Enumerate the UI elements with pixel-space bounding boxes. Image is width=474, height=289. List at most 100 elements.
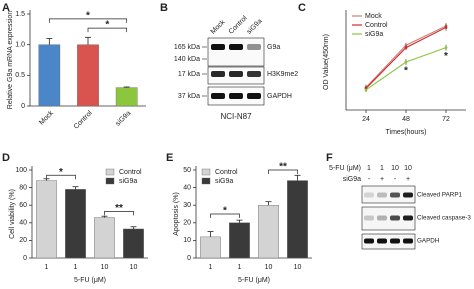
significance-bracket	[104, 211, 134, 216]
legend-label: Mock	[365, 13, 382, 20]
y-tick-label: 60	[19, 202, 27, 209]
significance-label: *	[86, 11, 90, 22]
x-tick-label: 72	[442, 116, 450, 123]
y-tick-label: 20	[183, 220, 191, 227]
blot-frame	[361, 185, 416, 204]
y-tick-label: 0	[21, 103, 25, 110]
x-tick-label: 1	[74, 264, 78, 271]
bar	[258, 204, 279, 259]
blot-band	[229, 71, 243, 77]
x-tick-label: 1	[45, 264, 49, 271]
point	[444, 46, 448, 49]
panel-label: B	[160, 2, 168, 14]
blot-band	[390, 238, 400, 244]
y-tick-label: 80	[19, 184, 27, 191]
marker-label: 165 kDa	[174, 44, 200, 51]
bar	[123, 228, 144, 259]
blot-band	[247, 71, 261, 77]
bar	[38, 44, 61, 107]
y-tick-label: 40	[183, 184, 191, 191]
x-axis-label: Times(hours)	[386, 129, 427, 136]
significance-label: *	[404, 66, 408, 77]
y-tick-label: 100	[15, 167, 27, 174]
row-value: -	[368, 176, 371, 183]
significance-label: *	[444, 51, 448, 62]
blot-band	[247, 44, 261, 50]
protein-label: H3K9me2	[267, 71, 298, 78]
significance-bracket	[268, 169, 298, 174]
x-tick-label: 48	[402, 116, 410, 123]
y-tick-label: 10	[183, 237, 191, 244]
blot-band	[403, 238, 413, 244]
row-value: 10	[391, 165, 399, 172]
significance-label: *	[59, 167, 63, 178]
y-tick-label: 0	[23, 255, 27, 262]
x-tick-label: 10	[101, 264, 109, 271]
x-tick-label: 10	[265, 264, 273, 271]
significance-bracket	[210, 213, 240, 218]
blot-band	[364, 238, 374, 244]
protein-label: Cleaved PARP1	[417, 192, 463, 199]
significance-bracket	[48, 18, 128, 23]
blot-band	[390, 192, 400, 198]
y-tick-label: 30	[183, 202, 191, 209]
bar	[36, 180, 57, 259]
panel-label: F	[326, 152, 333, 164]
blot-band	[211, 44, 225, 50]
bar	[77, 44, 99, 107]
x-tick-label: 24	[362, 116, 370, 123]
y-tick-label: 1.5	[15, 11, 25, 18]
x-tick-label: siG9a	[114, 110, 132, 128]
row-value: -	[394, 176, 397, 183]
point	[404, 60, 408, 64]
significance-label: **	[115, 203, 123, 214]
y-tick-label: 50	[183, 167, 191, 174]
lane-label: Control	[228, 14, 249, 35]
significance-bracket	[87, 27, 128, 33]
row-value: 10	[404, 165, 412, 172]
blot-band	[229, 93, 243, 99]
marker-label: 37 kDa	[178, 93, 200, 100]
legend-label: siG9a	[119, 178, 137, 185]
significance-bracket	[46, 174, 76, 180]
y-tick-label: 40	[19, 220, 27, 227]
blot-band	[247, 93, 261, 99]
bar	[115, 87, 138, 107]
bar	[229, 222, 250, 259]
blot-band	[364, 192, 374, 198]
lane-label: siG9a	[246, 18, 264, 36]
legend-label: siG9a	[215, 178, 233, 185]
y-axis-label: Cell viability (%)	[9, 189, 16, 239]
blot-frame	[361, 233, 416, 250]
legend-swatch	[201, 168, 211, 176]
panel-label: A	[2, 2, 10, 14]
blot-band	[377, 192, 387, 198]
legend-label: Control	[215, 169, 238, 176]
blot-band	[403, 192, 413, 198]
lane-label: Mock	[210, 19, 227, 36]
y-axis-label: OD Value(450nm)	[323, 34, 330, 90]
blot-band	[364, 215, 374, 221]
legend-swatch	[201, 177, 211, 185]
legend-swatch	[105, 177, 115, 185]
marker-label: 17 kDa	[178, 71, 200, 78]
x-tick-label: Mock	[38, 109, 55, 126]
blot-frame	[207, 37, 265, 67]
y-tick-label: 0	[187, 255, 191, 262]
row-value: 1	[380, 165, 384, 172]
legend-label: siG9a	[365, 31, 383, 38]
blot-band	[211, 71, 225, 77]
blot-band	[403, 215, 413, 221]
point	[444, 26, 448, 29]
x-tick-label: Control	[73, 109, 94, 130]
significance-label: **	[279, 162, 287, 173]
protein-label: Cleaved caspase-3	[417, 215, 471, 222]
marker-label: 140 kDa	[174, 56, 200, 63]
x-axis-label: 5-FU (μM)	[74, 277, 106, 284]
blot-band	[377, 215, 387, 221]
bar	[200, 236, 221, 259]
bar	[94, 217, 115, 259]
protein-label: GAPDH	[417, 238, 440, 245]
blot-band	[211, 93, 225, 99]
